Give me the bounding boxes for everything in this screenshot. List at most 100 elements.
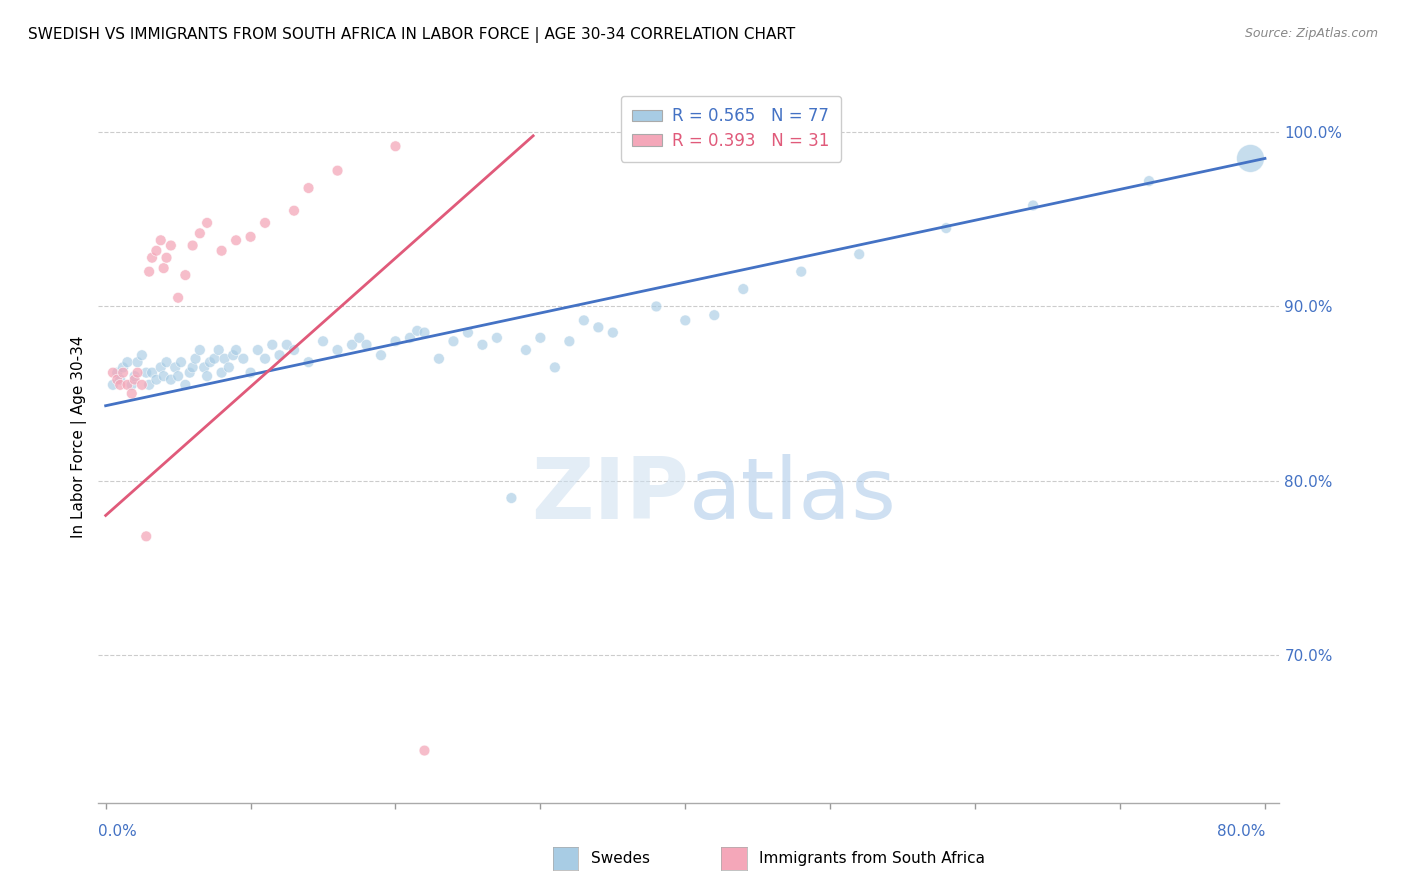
Point <box>141 366 163 380</box>
Point <box>529 331 551 345</box>
Point <box>121 386 143 401</box>
Point <box>188 227 211 241</box>
Point <box>188 343 211 357</box>
Point <box>935 221 957 235</box>
Point <box>160 238 183 252</box>
Point <box>174 377 197 392</box>
Point <box>588 320 610 334</box>
Point <box>211 366 233 380</box>
Point <box>239 229 262 244</box>
Text: 0.0%: 0.0% <box>98 823 138 838</box>
Point <box>112 366 135 380</box>
Point <box>208 343 231 357</box>
Point <box>181 360 204 375</box>
Point <box>602 326 624 340</box>
Point <box>121 377 143 392</box>
Point <box>117 377 139 392</box>
Point <box>135 529 157 543</box>
Point <box>225 233 247 247</box>
Point <box>384 334 406 349</box>
Point <box>141 251 163 265</box>
Point <box>179 366 201 380</box>
Point <box>443 334 465 349</box>
Point <box>105 373 128 387</box>
Point <box>155 251 177 265</box>
Point <box>195 369 218 384</box>
Point <box>117 355 139 369</box>
Point <box>101 366 124 380</box>
Point <box>124 373 146 387</box>
Point <box>167 369 190 384</box>
Y-axis label: In Labor Force | Age 30-34: In Labor Force | Age 30-34 <box>72 335 87 539</box>
Point <box>1137 174 1160 188</box>
Text: ZIP: ZIP <box>531 454 689 537</box>
Point <box>544 360 567 375</box>
Point <box>149 233 172 247</box>
Point <box>170 355 193 369</box>
Point <box>135 366 157 380</box>
Point <box>457 326 479 340</box>
Point <box>181 238 204 252</box>
Point <box>165 360 187 375</box>
Text: Swedes: Swedes <box>591 851 650 865</box>
Point <box>202 351 225 366</box>
Point <box>160 373 183 387</box>
Point <box>297 181 319 195</box>
Point <box>131 348 153 362</box>
Point <box>193 360 215 375</box>
Point <box>283 343 305 357</box>
Point <box>195 216 218 230</box>
Point <box>413 326 436 340</box>
Point <box>790 265 813 279</box>
Point <box>572 313 595 327</box>
Point <box>1239 152 1261 166</box>
Point <box>112 360 135 375</box>
Point <box>645 300 668 314</box>
Point <box>108 377 131 392</box>
Point <box>427 351 450 366</box>
Point <box>370 348 392 362</box>
Point <box>138 377 160 392</box>
Point <box>501 491 523 505</box>
Point <box>174 268 197 282</box>
Point <box>145 244 167 258</box>
Point <box>145 373 167 387</box>
Point <box>149 360 172 375</box>
Point <box>131 377 153 392</box>
Point <box>254 351 277 366</box>
Text: 80.0%: 80.0% <box>1216 823 1265 838</box>
Point <box>124 369 146 384</box>
Point <box>262 338 284 352</box>
Point <box>356 338 378 352</box>
Point <box>239 366 262 380</box>
Text: Immigrants from South Africa: Immigrants from South Africa <box>759 851 986 865</box>
Point <box>214 351 236 366</box>
Point <box>225 343 247 357</box>
Point <box>515 343 537 357</box>
Point <box>283 203 305 218</box>
Text: atlas: atlas <box>689 454 897 537</box>
Point <box>155 355 177 369</box>
Point <box>703 308 725 322</box>
Point <box>218 360 240 375</box>
Point <box>558 334 581 349</box>
Point <box>254 216 277 230</box>
Point <box>471 338 494 352</box>
Point <box>848 247 870 261</box>
Point <box>101 377 124 392</box>
Point <box>733 282 755 296</box>
Point <box>127 366 149 380</box>
Point <box>384 139 406 153</box>
Point <box>108 373 131 387</box>
Point <box>326 343 349 357</box>
Point <box>232 351 254 366</box>
Point <box>222 348 245 362</box>
Point <box>399 331 422 345</box>
Point <box>184 351 207 366</box>
Point <box>211 244 233 258</box>
Point <box>269 348 291 362</box>
Text: Source: ZipAtlas.com: Source: ZipAtlas.com <box>1244 27 1378 40</box>
Point <box>138 265 160 279</box>
Point <box>152 369 174 384</box>
Point <box>297 355 319 369</box>
